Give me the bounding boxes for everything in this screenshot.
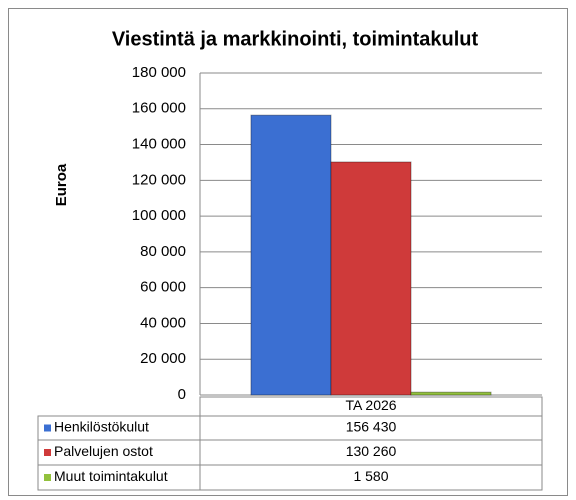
- bar: [410, 391, 492, 396]
- bar: [250, 114, 332, 396]
- legend-swatch: [44, 474, 51, 481]
- y-tick-label: 20 000: [140, 350, 186, 367]
- legend-label: Henkilöstökulut: [54, 419, 149, 435]
- y-tick-label: 140 000: [132, 136, 186, 153]
- data-label: 156 430: [346, 419, 397, 435]
- data-label: 130 260: [346, 443, 397, 459]
- legend-swatch: [44, 449, 51, 456]
- y-tick-label: 0: [178, 386, 186, 403]
- chart-title: Viestintä ja markkinointi, toimintakulut: [112, 28, 479, 50]
- x-tick-label: TA 2026: [345, 397, 396, 413]
- y-tick-label: 160 000: [132, 100, 186, 117]
- y-tick-label: 60 000: [140, 279, 186, 296]
- data-label: 1 580: [353, 468, 388, 484]
- legend-label: Palvelujen ostot: [54, 443, 153, 459]
- table-cell: [199, 464, 543, 491]
- y-tick-label: 40 000: [140, 314, 186, 331]
- y-axis-label: Euroa: [53, 163, 70, 206]
- legend-label: Muut toimintakulut: [54, 468, 168, 484]
- bar: [330, 161, 412, 396]
- legend-swatch: [44, 424, 51, 432]
- y-tick-label: 180 000: [132, 64, 186, 81]
- y-tick-label: 100 000: [132, 207, 186, 224]
- y-tick-label: 80 000: [140, 243, 186, 260]
- y-tick-label: 120 000: [132, 171, 186, 188]
